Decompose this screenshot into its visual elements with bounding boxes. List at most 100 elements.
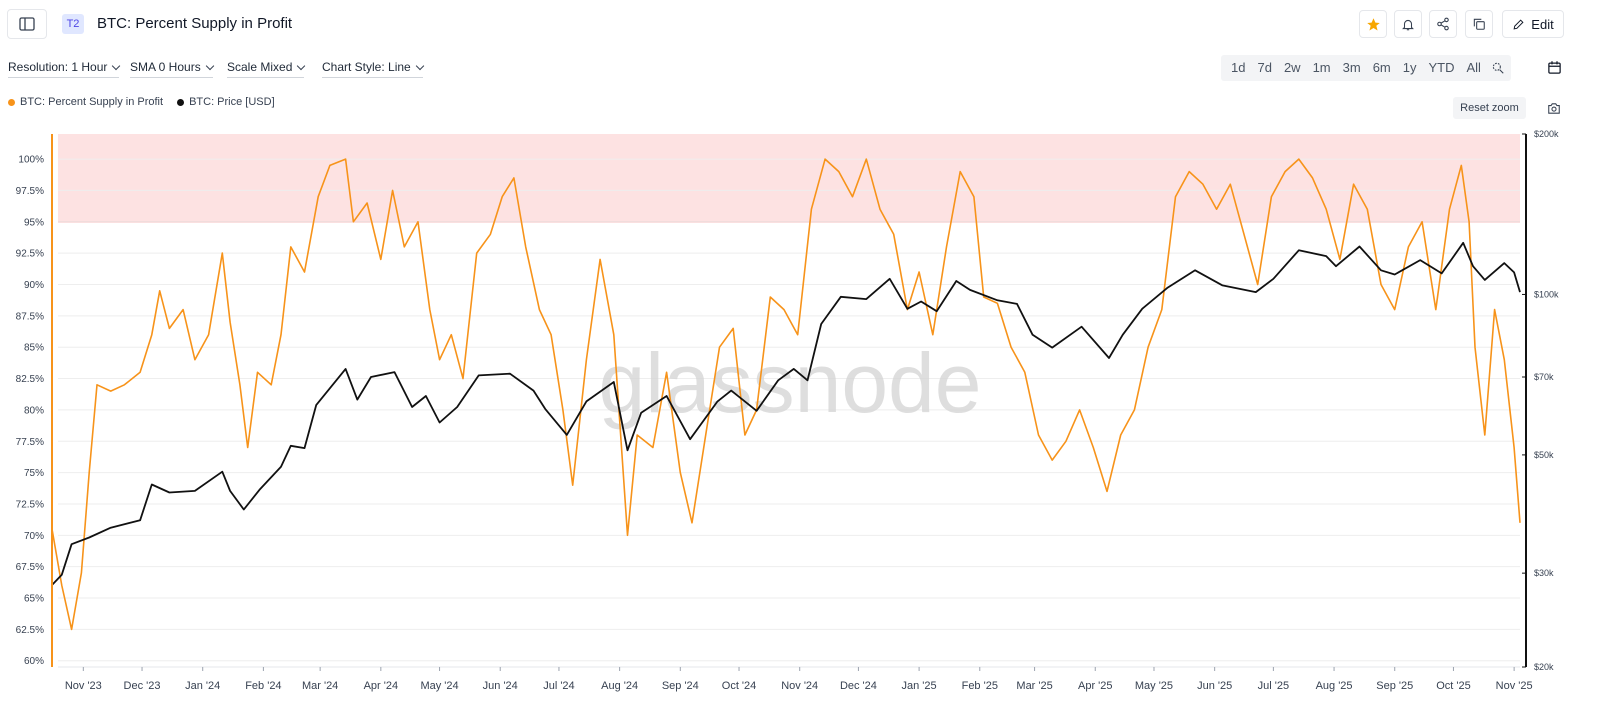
legend-item-price[interactable]: BTC: Price [USD]	[177, 96, 275, 108]
range-button-1m[interactable]: 1m	[1312, 60, 1331, 75]
x-tick-label: Sep '25	[1376, 680, 1413, 692]
x-tick-label: Sep '24	[662, 680, 699, 692]
y-tick-label: 62.5%	[16, 625, 44, 636]
time-range-selector: 1d 7d 2w 1m 3m 6m 1y YTD All	[1221, 55, 1511, 81]
bell-icon	[1402, 19, 1414, 30]
y-tick-label: 65%	[24, 594, 44, 605]
x-tick-label: Oct '25	[1436, 680, 1471, 692]
x-tick-label: Nov '23	[65, 680, 102, 692]
range-button-6m[interactable]: 6m	[1372, 60, 1391, 75]
y-tick-label: 90%	[24, 280, 44, 291]
y-right-tick-label: $50k	[1534, 450, 1554, 460]
x-tick-label: Dec '23	[124, 680, 161, 692]
alert-button[interactable]	[1394, 10, 1422, 38]
y-right-tick-label: $30k	[1534, 568, 1554, 578]
x-tick-label: Apr '25	[1078, 680, 1113, 692]
legend-label: BTC: Price [USD]	[189, 96, 275, 108]
y-tick-label: 97.5%	[16, 186, 44, 197]
y-tick-label: 75%	[24, 468, 44, 479]
x-tick-label: Oct '24	[722, 680, 757, 692]
range-button-all[interactable]: All	[1466, 60, 1481, 75]
x-tick-label: Aug '25	[1316, 680, 1353, 692]
scale-dropdown[interactable]: Scale Mixed	[227, 60, 306, 78]
x-tick-label: Dec '24	[840, 680, 877, 692]
star-icon	[1366, 17, 1380, 30]
x-tick-label: Apr '24	[364, 680, 399, 692]
x-tick-label: Mar '24	[302, 680, 338, 692]
x-tick-label: May '24	[420, 680, 458, 692]
favorite-button[interactable]	[1359, 10, 1387, 38]
y-tick-label: 72.5%	[16, 499, 44, 510]
zoom-select-icon	[1492, 62, 1504, 74]
range-button-1y[interactable]: 1y	[1402, 60, 1417, 75]
y-right-tick-label: $200k	[1534, 129, 1559, 139]
tier-badge: T2	[62, 14, 84, 34]
sma-dropdown[interactable]: SMA 0 Hours	[130, 60, 214, 78]
legend-item-supply-in-profit[interactable]: BTC: Percent Supply in Profit	[8, 96, 163, 108]
share-icon	[1437, 17, 1449, 31]
x-tick-label: Aug '24	[601, 680, 638, 692]
legend-swatch	[177, 98, 185, 106]
chart-style-dropdown[interactable]: Chart Style: Line	[322, 60, 424, 78]
x-tick-label: Jan '25	[902, 680, 937, 692]
resolution-dropdown[interactable]: Resolution: 1 Hour	[8, 60, 121, 78]
range-button-3m[interactable]: 3m	[1342, 60, 1361, 75]
x-tick-label: Jul '25	[1258, 680, 1289, 692]
edit-button[interactable]: Edit	[1502, 10, 1564, 38]
y-tick-label: 100%	[18, 155, 44, 166]
range-button-1d[interactable]: 1d	[1231, 60, 1246, 75]
legend-label: BTC: Percent Supply in Profit	[20, 96, 164, 108]
chart-legend: BTC: Percent Supply in Profit BTC: Price…	[8, 96, 275, 108]
y-tick-label: 60%	[24, 656, 44, 667]
resolution-label: Resolution: 1 Hour	[8, 60, 108, 74]
y-right-tick-label: $20k	[1534, 662, 1554, 672]
reset-zoom-button[interactable]: Reset zoom	[1453, 97, 1526, 119]
y-tick-label: 87.5%	[16, 311, 44, 322]
x-tick-label: Nov '24	[781, 680, 818, 692]
pencil-icon	[1513, 18, 1524, 29]
x-tick-label: Jul '24	[543, 680, 574, 692]
page-title: BTC: Percent Supply in Profit	[97, 15, 293, 32]
header-bar: T2 BTC: Percent Supply in Profit Edit	[0, 0, 1597, 48]
watermark: glassnode	[599, 336, 982, 430]
x-tick-label: Feb '24	[245, 680, 281, 692]
x-tick-label: Jun '25	[1197, 680, 1232, 692]
sidebar-toggle-icon	[19, 17, 35, 31]
duplicate-button[interactable]	[1465, 10, 1493, 38]
y-tick-label: 95%	[24, 217, 44, 228]
calendar-icon	[1547, 60, 1561, 74]
range-button-2w[interactable]: 2w	[1283, 60, 1301, 75]
x-tick-label: Mar '25	[1016, 680, 1052, 692]
sidebar-toggle-button[interactable]	[7, 9, 47, 39]
y-tick-label: 67.5%	[16, 562, 44, 573]
camera-icon	[1548, 102, 1560, 114]
edit-button-label: Edit	[1531, 16, 1554, 32]
scale-label: Scale Mixed	[227, 60, 293, 74]
screenshot-button[interactable]	[1544, 98, 1564, 118]
zoom-select-button[interactable]	[1489, 59, 1507, 77]
y-tick-label: 82.5%	[16, 374, 44, 385]
legend-swatch	[8, 98, 15, 106]
x-tick-label: Feb '25	[962, 680, 998, 692]
x-tick-label: Jan '24	[185, 680, 220, 692]
y-tick-label: 77.5%	[16, 437, 44, 448]
y-right-tick-label: $100k	[1534, 289, 1559, 299]
y-tick-label: 92.5%	[16, 249, 44, 260]
y-tick-label: 70%	[24, 531, 44, 542]
y-tick-label: 80%	[24, 405, 44, 416]
range-button-7d[interactable]: 7d	[1257, 60, 1272, 75]
series-line-price[interactable]	[51, 241, 1521, 586]
copy-icon	[1473, 18, 1485, 30]
x-tick-label: May '25	[1135, 680, 1173, 692]
sma-label: SMA 0 Hours	[130, 60, 201, 74]
y-right-tick-label: $70k	[1534, 372, 1554, 382]
y-tick-label: 85%	[24, 343, 44, 354]
calendar-button[interactable]	[1541, 53, 1567, 81]
range-button-ytd[interactable]: YTD	[1428, 60, 1455, 75]
share-button[interactable]	[1429, 10, 1457, 38]
x-tick-label: Jun '24	[483, 680, 518, 692]
threshold-band	[58, 134, 1520, 222]
x-tick-label: Nov '25	[1496, 680, 1533, 692]
chart-style-label: Chart Style: Line	[322, 60, 411, 74]
